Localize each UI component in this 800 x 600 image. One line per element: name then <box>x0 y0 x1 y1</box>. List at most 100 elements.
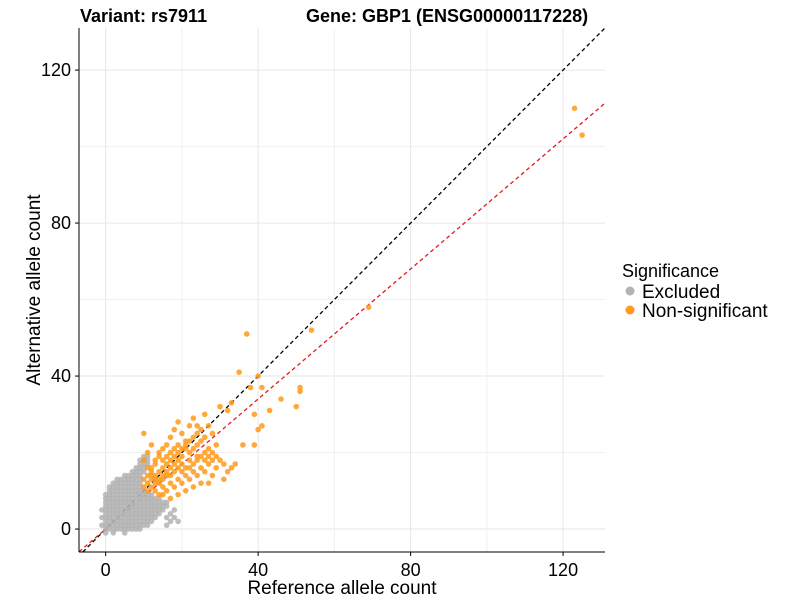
data-point <box>179 468 185 475</box>
data-point <box>167 472 174 479</box>
data-point <box>205 445 212 452</box>
data-point <box>163 514 170 521</box>
data-point <box>194 442 200 448</box>
data-point <box>99 514 105 521</box>
y-tick-label: 80 <box>51 213 71 233</box>
data-point <box>171 514 178 521</box>
data-point <box>194 457 200 464</box>
data-point <box>186 465 193 471</box>
data-point <box>171 468 178 475</box>
data-point <box>175 419 181 425</box>
y-tick-label: 0 <box>61 519 71 539</box>
legend-label-excluded: Excluded <box>642 282 720 303</box>
data-point <box>228 400 235 406</box>
data-point <box>255 426 261 433</box>
data-point <box>163 442 170 448</box>
data-point <box>240 442 246 448</box>
data-point <box>190 461 197 467</box>
series-excluded <box>99 453 181 536</box>
data-point <box>194 422 200 429</box>
data-point <box>182 438 189 444</box>
data-points <box>99 105 585 536</box>
x-tick-label: 120 <box>548 560 578 580</box>
data-point <box>247 384 254 391</box>
data-point <box>194 430 200 437</box>
x-axis-title: Reference allele count <box>247 578 437 599</box>
data-point <box>205 480 212 486</box>
data-point <box>160 457 166 464</box>
data-point <box>179 445 185 452</box>
data-point <box>228 465 235 471</box>
legend-title: Significance <box>622 261 719 281</box>
data-point <box>194 472 200 479</box>
data-point <box>278 396 284 402</box>
data-point <box>308 327 315 333</box>
data-point <box>224 407 231 414</box>
data-point <box>160 491 166 498</box>
data-point <box>190 484 197 490</box>
data-point <box>186 457 193 464</box>
data-point <box>140 484 147 490</box>
data-point <box>140 457 147 464</box>
data-point <box>160 465 166 471</box>
data-point <box>217 457 223 464</box>
data-point <box>167 510 174 517</box>
data-point <box>198 465 204 471</box>
data-point <box>209 457 216 464</box>
data-point <box>251 442 258 448</box>
data-point <box>259 422 265 429</box>
data-point <box>198 453 204 460</box>
data-point <box>259 384 265 391</box>
data-point <box>171 453 178 460</box>
data-point <box>266 407 273 414</box>
data-point <box>198 480 204 486</box>
data-point <box>152 476 159 483</box>
data-point <box>163 453 170 460</box>
data-point <box>579 132 585 138</box>
data-point <box>175 457 181 464</box>
data-point <box>201 411 208 418</box>
data-point <box>175 491 181 498</box>
data-point <box>167 480 174 486</box>
data-point <box>167 457 174 464</box>
data-point <box>160 484 166 490</box>
x-tick-label: 0 <box>101 560 111 580</box>
data-point <box>167 434 174 441</box>
identity-line <box>82 27 606 553</box>
data-point <box>217 403 223 410</box>
data-point <box>213 465 220 471</box>
data-point <box>201 449 208 456</box>
data-point <box>175 449 181 456</box>
data-point <box>99 522 105 529</box>
data-point <box>209 472 216 479</box>
data-point <box>171 426 178 433</box>
x-axis-ticks: 0 40 80 120 <box>101 552 578 580</box>
data-point <box>243 331 250 337</box>
data-point <box>571 105 578 112</box>
data-point <box>236 369 242 376</box>
y-tick-label: 120 <box>41 60 71 80</box>
data-point <box>213 442 220 448</box>
data-point <box>221 476 227 483</box>
data-point <box>148 442 155 448</box>
data-point <box>144 480 151 486</box>
data-point <box>160 445 166 452</box>
x-tick-label: 80 <box>401 560 421 580</box>
data-point <box>190 434 197 441</box>
data-point <box>179 461 185 467</box>
data-point <box>167 495 174 502</box>
data-point <box>255 373 261 379</box>
data-point <box>297 388 303 395</box>
data-point <box>365 304 372 311</box>
data-point <box>175 518 181 525</box>
data-point <box>175 476 181 483</box>
data-point <box>190 415 197 421</box>
data-point <box>182 488 189 494</box>
x-tick-label: 40 <box>248 560 268 580</box>
data-point <box>175 442 181 448</box>
data-point <box>148 491 155 498</box>
data-point <box>198 438 204 444</box>
data-point <box>144 472 151 479</box>
legend-swatch-excluded <box>625 286 635 296</box>
data-point <box>163 522 170 529</box>
